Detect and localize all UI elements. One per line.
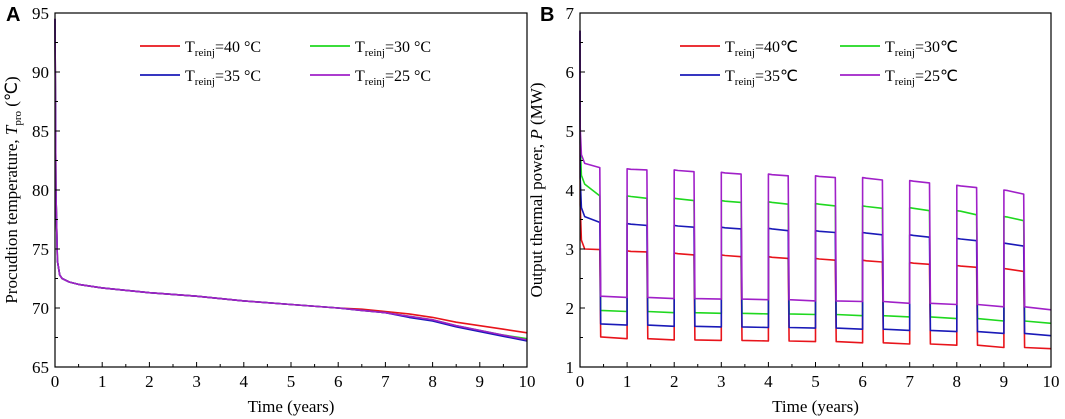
y-tick-label: 80	[32, 181, 49, 200]
series-group	[54, 18, 528, 342]
x-tick-label: 9	[1000, 372, 1009, 391]
y-tick-label: 75	[32, 240, 49, 259]
y-tick-label: 95	[32, 4, 49, 23]
x-tick-label: 7	[905, 372, 914, 391]
x-tick-label: 1	[98, 372, 107, 391]
y-axis-label: Procudtion temperature, Tpro (℃)	[2, 76, 24, 303]
series-line-1	[579, 30, 1052, 350]
x-tick-label: 4	[240, 372, 249, 391]
legend-label: Treinj=40 °C	[185, 39, 261, 59]
y-axis: 1 2 3 4 5 6 7 Output thermal power, P (MW)	[527, 4, 585, 377]
x-tick-label: 10	[1043, 372, 1060, 391]
y-tick-label: 6	[566, 63, 575, 82]
x-axis: 0 1 2 3 4 5 6 7 8 9 10 Time (years)	[51, 362, 536, 416]
legend-label: Treinj=30℃	[885, 39, 958, 59]
y-tick-label: 3	[566, 240, 575, 259]
legend-label: Treinj=25℃	[885, 68, 958, 88]
x-tick-label: 2	[145, 372, 154, 391]
y-tick-label: 65	[32, 358, 49, 377]
y-tick-label: 5	[566, 122, 575, 141]
x-tick-label: 4	[764, 372, 773, 391]
x-tick-label: 8	[953, 372, 962, 391]
legend-item-3: Treinj=35 °C	[140, 68, 261, 88]
legend: Treinj=40 °C Treinj=30 °C Treinj=35 °C Trei…	[140, 39, 431, 88]
legend-item-4: Treinj=25 °C	[310, 68, 431, 88]
series-line-2	[579, 30, 1052, 325]
x-tick-label: 0	[51, 372, 60, 391]
x-tick-label: 6	[334, 372, 343, 391]
x-tick-label: 5	[287, 372, 296, 391]
y-tick-label: 85	[32, 122, 49, 141]
panel-a: A 0 1 2 3 4 5 6 7 8 9 10 Time (years) 65 70 75 80 85 90 95 P…	[2, 4, 536, 416]
y-tick-label: 1	[566, 358, 575, 377]
x-tick-label: 8	[428, 372, 437, 391]
y-tick-label: 90	[32, 63, 49, 82]
y-tick-label: 7	[566, 4, 575, 23]
series-group	[579, 30, 1052, 350]
x-tick-label: 3	[192, 372, 201, 391]
series-line-3	[54, 18, 528, 342]
x-tick-label: 10	[519, 372, 536, 391]
x-tick-label: 5	[811, 372, 820, 391]
y-axis-label: Output thermal power, P (MW)	[527, 82, 546, 297]
x-tick-label: 3	[717, 372, 726, 391]
panel-label: A	[6, 4, 20, 26]
series-line-3	[579, 30, 1052, 337]
plot-frame	[54, 12, 528, 368]
legend-label: Treinj=35℃	[725, 68, 798, 88]
x-tick-label: 2	[670, 372, 679, 391]
series-line-4	[579, 30, 1052, 311]
y-tick-label: 70	[32, 299, 49, 318]
x-axis-label: Time (years)	[248, 397, 335, 416]
x-tick-label: 6	[858, 372, 867, 391]
legend: Treinj=40℃ Treinj=30℃ Treinj=35℃ Treinj=25℃	[680, 39, 958, 88]
legend-item-2: Treinj=30℃	[840, 39, 958, 59]
legend-label: Treinj=40℃	[725, 39, 798, 59]
y-tick-label: 4	[566, 181, 575, 200]
x-axis-label: Time (years)	[772, 397, 859, 416]
panel-label: B	[540, 4, 554, 26]
x-tick-label: 1	[623, 372, 632, 391]
legend-label: Treinj=35 °C	[185, 68, 261, 88]
legend-label: Treinj=25 °C	[355, 68, 431, 88]
legend-item-4: Treinj=25℃	[840, 68, 958, 88]
x-tick-label: 0	[576, 372, 585, 391]
legend-item-3: Treinj=35℃	[680, 68, 798, 88]
series-line-1	[54, 18, 528, 334]
x-tick-label: 7	[381, 372, 390, 391]
legend-item-2: Treinj=30 °C	[310, 39, 431, 59]
legend-label: Treinj=30 °C	[355, 39, 431, 59]
x-axis: 0 1 2 3 4 5 6 7 8 9 10 Time (years)	[576, 362, 1060, 416]
series-line-4	[54, 18, 528, 341]
y-tick-label: 2	[566, 299, 575, 318]
y-axis: 65 70 75 80 85 90 95 Procudtion temperature, Tp…	[2, 4, 60, 377]
x-tick-label: 9	[476, 372, 485, 391]
legend-item-1: Treinj=40℃	[680, 39, 798, 59]
legend-item-1: Treinj=40 °C	[140, 39, 261, 59]
